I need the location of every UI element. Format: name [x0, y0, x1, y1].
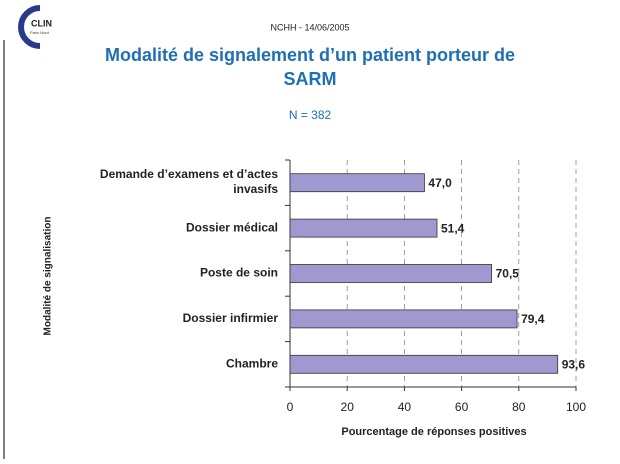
y-axis-title: Modalité de signalisation [43, 217, 54, 336]
x-tick-label: 0 [287, 400, 294, 414]
logo-text: CLIN [31, 18, 52, 28]
value-label: 47,0 [428, 176, 452, 190]
value-label: 70,5 [496, 267, 520, 281]
chart-title: Modalité de signalement d’un patient por… [105, 45, 515, 89]
chart-subtitle: N = 382 [289, 108, 332, 122]
x-tick-label: 80 [512, 400, 526, 414]
value-label: 93,6 [562, 357, 586, 371]
bar [289, 173, 425, 193]
y-tick-label: Demande d’examens et d’actes invasifs [100, 167, 278, 196]
bar [289, 264, 493, 283]
x-tick-label: 100 [566, 400, 586, 414]
value-label: 79,4 [521, 312, 545, 326]
bar [289, 354, 559, 374]
x-tick-label: 40 [398, 400, 412, 414]
value-label: 51,4 [441, 221, 465, 235]
bar [289, 218, 438, 238]
y-tick-label: Poste de soin [200, 266, 278, 280]
y-tick-label: Dossier médical [186, 220, 278, 234]
logo: CLIN Paris Nord [18, 5, 52, 49]
x-tick-label: 20 [341, 400, 355, 414]
logo-subtext: Paris Nord [30, 30, 49, 35]
x-tick-label: 60 [455, 400, 469, 414]
logo-arc [18, 5, 41, 49]
x-axis-title: Pourcentage de réponses positives [341, 426, 526, 438]
header-text: NCHH - 14/06/2005 [270, 22, 349, 32]
y-tick-label: Dossier infirmier [183, 311, 279, 325]
bar [289, 309, 518, 329]
y-tick-label: Chambre [226, 356, 278, 370]
